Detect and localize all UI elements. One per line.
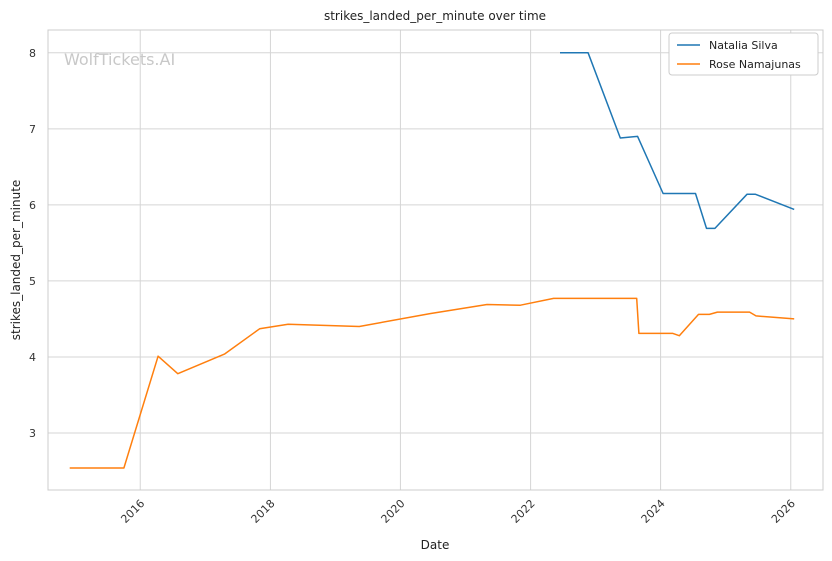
x-axis-ticks: 2016 2018 2020 2022 2024 2026 (118, 497, 798, 526)
x-tick-label: 2020 (379, 497, 408, 526)
chart-title: strikes_landed_per_minute over time (324, 9, 546, 23)
y-axis-label: strikes_landed_per_minute (9, 180, 23, 341)
x-axis-label: Date (421, 538, 450, 552)
y-tick-label: 4 (29, 351, 36, 364)
y-tick-label: 7 (29, 123, 36, 136)
x-tick-label: 2022 (509, 497, 538, 526)
legend-label: Rose Namajunas (709, 58, 801, 71)
y-tick-label: 8 (29, 47, 36, 60)
series-layer (69, 52, 795, 469)
y-tick-label: 5 (29, 275, 36, 288)
x-tick-label: 2018 (249, 497, 278, 526)
y-axis-ticks: 3 4 5 6 7 8 (29, 47, 36, 440)
gridlines (48, 30, 823, 490)
y-tick-label: 6 (29, 199, 36, 212)
y-tick-label: 3 (29, 427, 36, 440)
series-line-natalia-silva (560, 52, 795, 230)
x-tick-label: 2026 (769, 497, 798, 526)
legend-label: Natalia Silva (709, 39, 778, 52)
watermark: WolfTickets.AI (64, 50, 175, 69)
plot-frame (47, 29, 824, 491)
x-tick-label: 2024 (639, 497, 668, 526)
legend: Natalia Silva Rose Namajunas (668, 32, 819, 76)
legend-box (668, 32, 819, 76)
series-line-rose-namajunas (69, 297, 795, 469)
x-tick-label: 2016 (118, 497, 147, 526)
